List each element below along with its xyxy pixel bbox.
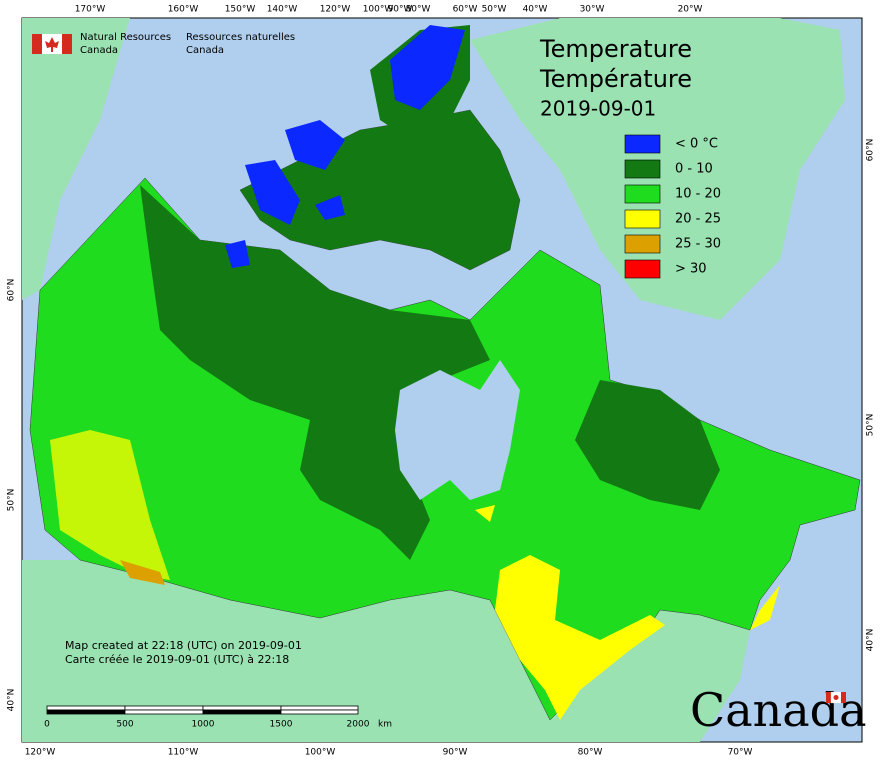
legend-label: 0 - 10	[675, 162, 713, 177]
scale-segment	[280, 709, 359, 715]
ellesmere-cold	[390, 25, 465, 110]
hudson-bay	[395, 360, 520, 500]
scale-segment	[280, 705, 359, 711]
cold-zone-quebec	[575, 380, 720, 510]
cold-island	[315, 195, 345, 220]
graticule-label: 50°W	[482, 5, 507, 15]
legend-label: > 30	[675, 262, 707, 277]
graticule-label: 80°W	[406, 5, 431, 15]
scale-segment	[46, 709, 126, 715]
warm-ns	[750, 585, 780, 630]
graticule-label: 20°W	[678, 5, 703, 15]
date: 2019-09-01	[540, 97, 656, 121]
graticule-label: 150°W	[225, 5, 256, 15]
scale-unit: km	[378, 720, 392, 730]
graticule-label: 160°W	[168, 5, 199, 15]
legend-swatch	[624, 134, 661, 154]
arctic-islands	[239, 109, 521, 271]
graticule-label: 90°W	[388, 5, 413, 15]
graticule-label: 110°W	[168, 748, 199, 758]
cold-island	[285, 120, 345, 170]
scale-segment	[124, 709, 204, 715]
graticule-label: 30°W	[580, 5, 605, 15]
legend-swatch	[624, 159, 661, 179]
legend-label: 10 - 20	[675, 187, 721, 202]
legend-swatch	[624, 259, 661, 279]
graticule-label: 170°W	[75, 5, 106, 15]
scale-label: 2000	[347, 720, 370, 730]
cold-island	[245, 160, 300, 225]
scale-label: 1500	[270, 720, 293, 730]
scale-segment	[46, 705, 126, 711]
agency-fr: Ressources naturelles	[186, 32, 295, 43]
scale-segment	[124, 705, 204, 711]
legend-label: 25 - 30	[675, 237, 721, 252]
map-note: Carte créée le 2019-09-01 (UTC) à 22:18	[65, 653, 289, 666]
wordmark: Canada	[690, 683, 867, 737]
graticule-label: 140°W	[267, 5, 298, 15]
scale-segment	[202, 705, 282, 711]
legend-swatch	[624, 209, 661, 229]
agency-en: Natural Resources	[80, 32, 171, 43]
warm-spot	[475, 505, 495, 522]
graticule-label: 90°W	[443, 748, 468, 758]
graticule-label: 70°W	[728, 748, 753, 758]
graticule-label: 120°W	[25, 748, 56, 758]
agency-fr: Canada	[186, 45, 224, 56]
graticule-label: 80°W	[578, 748, 603, 758]
graticule-label: 120°W	[320, 5, 351, 15]
title: Temperature	[539, 35, 692, 63]
graticule-label: 50°N	[7, 489, 17, 512]
graticule-label: 40°N	[866, 629, 876, 652]
legend-label: 20 - 25	[675, 212, 721, 227]
scale-label: 1000	[192, 720, 215, 730]
graticule-label: 60°N	[866, 139, 876, 162]
flag-logo	[32, 34, 72, 54]
map-note: Map created at 22:18 (UTC) on 2019-09-01	[65, 639, 302, 652]
legend-label: < 0 °C	[675, 137, 718, 152]
hot-bc	[120, 560, 165, 585]
graticule-label: 40°W	[523, 5, 548, 15]
graticule-label: 100°W	[363, 5, 394, 15]
graticule-label: 100°W	[305, 748, 336, 758]
warm-bc	[50, 430, 170, 580]
legend-swatch	[624, 234, 661, 254]
alaska	[22, 18, 130, 300]
usa	[22, 560, 750, 742]
scale-label: 500	[116, 720, 133, 730]
graticule-label: 50°N	[866, 414, 876, 437]
scale-segment	[202, 709, 282, 715]
graticule-label: 60°W	[453, 5, 478, 15]
agency-en: Canada	[80, 45, 118, 56]
cold-island	[225, 240, 250, 268]
scale-label: 0	[44, 720, 50, 730]
legend-swatch	[624, 184, 661, 204]
wordmark-flag	[826, 691, 846, 704]
graticule-label: 40°N	[7, 689, 17, 712]
title: Température	[539, 65, 692, 93]
graticule-label: 60°N	[7, 279, 17, 302]
warm-ontario	[495, 555, 665, 720]
